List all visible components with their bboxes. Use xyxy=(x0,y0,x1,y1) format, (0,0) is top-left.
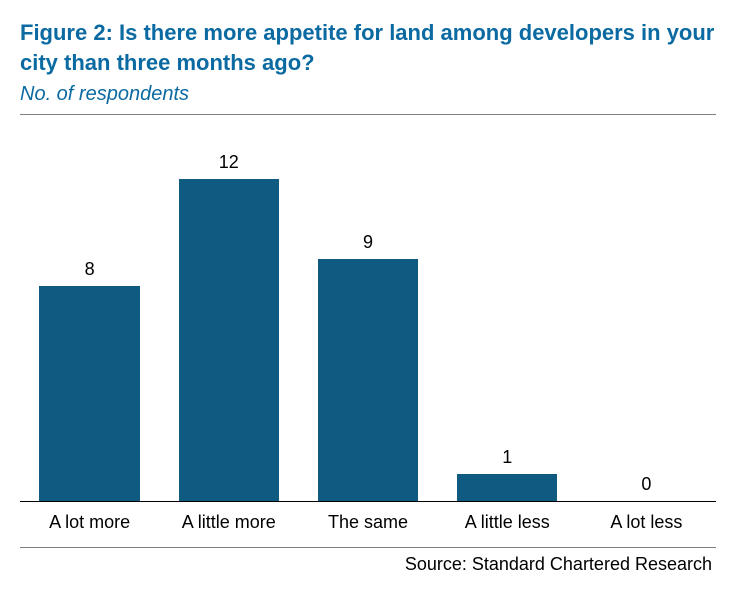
bar-slot: 1 xyxy=(438,121,577,501)
x-axis-label: A little less xyxy=(438,512,577,533)
bar-rect xyxy=(318,259,418,501)
bottom-rule xyxy=(20,547,716,548)
bar-rect xyxy=(179,179,279,502)
x-axis-label: A lot less xyxy=(577,512,716,533)
bar-value-label: 12 xyxy=(219,152,239,173)
bar-rect xyxy=(457,474,557,501)
chart-subtitle: No. of respondents xyxy=(20,83,716,106)
chart-title: Figure 2: Is there more appetite for lan… xyxy=(20,18,716,77)
x-axis-label: The same xyxy=(298,512,437,533)
bar-slot: 9 xyxy=(298,121,437,501)
bar-value-label: 1 xyxy=(502,447,512,468)
bar-slot: 0 xyxy=(577,121,716,501)
bar-value-label: 9 xyxy=(363,232,373,253)
bar-slot: 8 xyxy=(20,121,159,501)
bar-rect xyxy=(39,286,139,501)
bar-value-label: 0 xyxy=(641,474,651,495)
bar-slot: 12 xyxy=(159,121,298,501)
bar-value-label: 8 xyxy=(85,259,95,280)
bar-chart-figure: Figure 2: Is there more appetite for lan… xyxy=(0,0,736,585)
plot-area: 8 12 9 1 0 xyxy=(20,121,716,502)
x-axis-labels: A lot moreA little moreThe sameA little … xyxy=(20,512,716,533)
x-axis-label: A lot more xyxy=(20,512,159,533)
top-rule xyxy=(20,114,716,115)
chart-source: Source: Standard Chartered Research xyxy=(20,554,716,575)
x-axis-label: A little more xyxy=(159,512,298,533)
